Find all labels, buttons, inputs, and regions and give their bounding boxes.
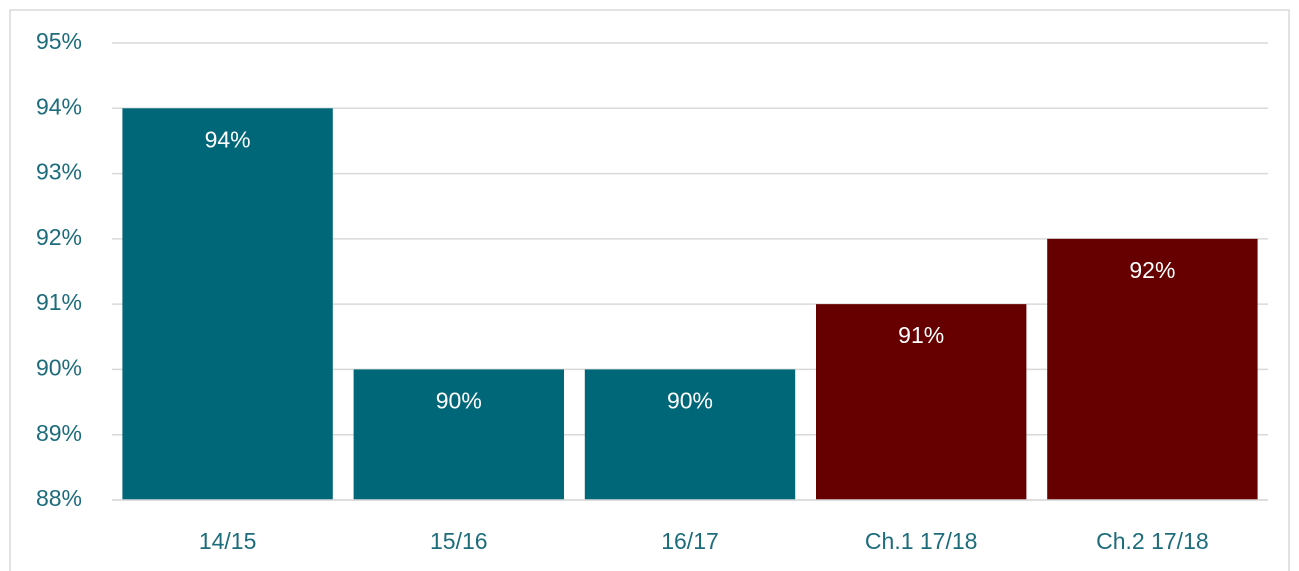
- y-tick-label: 94%: [36, 93, 82, 119]
- x-tick-label: 16/17: [661, 528, 719, 554]
- y-tick-label: 93%: [36, 159, 82, 185]
- value-label: 94%: [205, 126, 251, 152]
- value-label: 91%: [898, 322, 944, 348]
- x-tick-label: Ch.1 17/18: [865, 528, 978, 554]
- x-tick-label: 15/16: [430, 528, 488, 554]
- y-tick-label: 88%: [36, 485, 82, 511]
- value-label: 92%: [1129, 257, 1175, 283]
- value-label: 90%: [436, 388, 482, 414]
- x-tick-label: Ch.2 17/18: [1096, 528, 1209, 554]
- bar: [584, 369, 796, 500]
- chart-frame: [9, 9, 1290, 571]
- y-tick-label: 89%: [36, 420, 82, 446]
- y-tick-label: 95%: [36, 28, 82, 54]
- bar: [1047, 238, 1258, 500]
- bar: [353, 369, 564, 500]
- y-tick-label: 91%: [36, 289, 82, 315]
- bar: [816, 304, 1027, 500]
- bar: [122, 108, 333, 501]
- y-tick-label: 90%: [36, 355, 82, 381]
- value-label: 90%: [667, 388, 713, 414]
- y-tick-label: 92%: [36, 224, 82, 250]
- x-tick-label: 14/15: [199, 528, 257, 554]
